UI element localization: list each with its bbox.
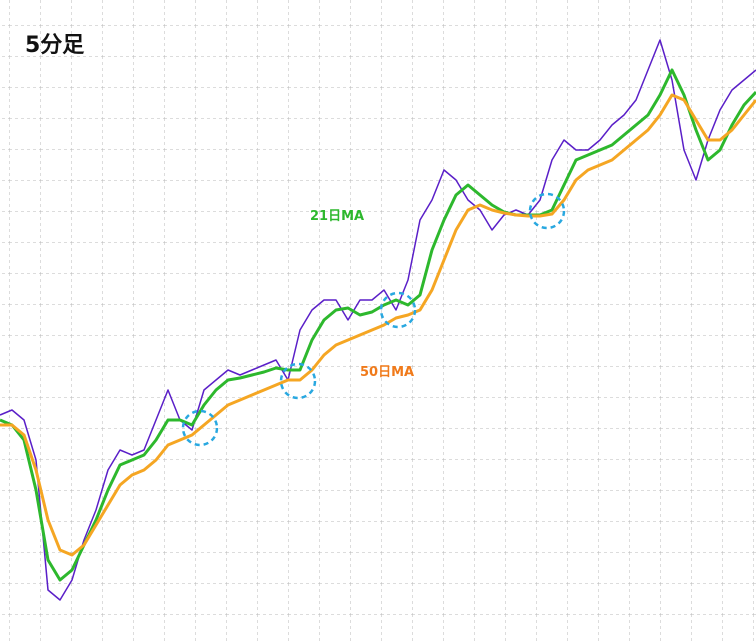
circle (181, 409, 219, 447)
price-line (0, 39, 756, 601)
circle (279, 362, 317, 400)
ma50-label: 50日MA (360, 365, 414, 380)
ma-line (0, 68, 756, 582)
ma21-label: 21日MA (310, 209, 364, 224)
circle (528, 192, 566, 230)
plot (0, 39, 756, 601)
circle (379, 291, 417, 329)
chart-title: 5分足 (25, 33, 84, 58)
ma-line (0, 93, 756, 557)
highlight-circles (181, 192, 566, 447)
